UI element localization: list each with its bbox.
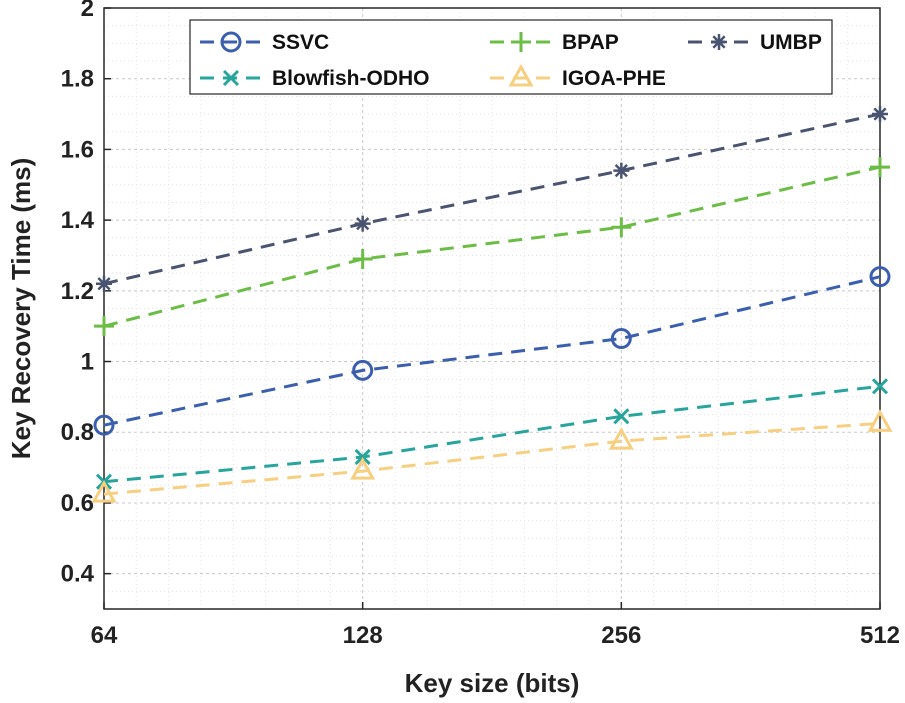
legend-marker	[222, 69, 240, 87]
data-point-igoa-phe	[350, 457, 376, 480]
series-group	[91, 106, 893, 503]
data-point-umbp	[613, 162, 630, 179]
legend-label: Blowfish-ODHO	[272, 67, 430, 90]
data-point-bpap	[611, 217, 632, 238]
marker-shape	[352, 249, 373, 270]
legend-label: UMBP	[760, 31, 822, 54]
legend-item-blowfish-odho: Blowfish-ODHO	[200, 67, 430, 90]
x-tick-label: 256	[601, 622, 641, 649]
data-point-igoa-phe	[91, 480, 117, 503]
legend-marker	[508, 63, 534, 87]
plot-area	[103, 7, 881, 610]
marker-shape	[613, 408, 630, 425]
marker-shape	[91, 480, 117, 503]
marker-shape	[870, 157, 890, 178]
marker-shape	[610, 328, 632, 350]
data-point-ssvc	[610, 328, 632, 350]
x-tick-label: 64	[91, 622, 118, 649]
marker-shape	[608, 426, 634, 450]
series-line-blowfish-odho	[103, 384, 881, 484]
data-point-umbp	[96, 275, 112, 292]
y-tick-label: 0.8	[61, 419, 94, 446]
data-point-igoa-phe	[867, 409, 893, 432]
y-tick-label: 2	[81, 0, 94, 22]
data-point-ssvc	[352, 359, 374, 381]
y-tick-label: 1.2	[61, 278, 94, 305]
legend-item-umbp: UMBP	[688, 31, 822, 54]
y-tick-label: 1	[81, 349, 94, 376]
legend-marker	[511, 32, 531, 52]
legend-label: BPAP	[562, 31, 619, 54]
marker-shape	[611, 217, 632, 238]
marker-shape	[871, 378, 889, 395]
legend-item-igoa-phe: IGOA-PHE	[490, 63, 666, 90]
y-tick-label: 0.6	[61, 490, 94, 517]
marker-shape	[94, 316, 114, 337]
marker-shape	[222, 69, 240, 87]
series-line-igoa-phe	[103, 421, 881, 496]
x-tick-label: 512	[860, 622, 900, 649]
legend-marker	[711, 34, 727, 50]
marker-shape	[354, 215, 371, 232]
data-point-blowfish-odho	[871, 378, 889, 395]
marker-shape	[508, 63, 534, 87]
data-point-ssvc	[93, 414, 115, 436]
marker-shape	[220, 31, 242, 53]
data-point-blowfish-odho	[354, 448, 371, 466]
series-line-ssvc	[103, 275, 881, 427]
data-point-bpap	[352, 249, 373, 270]
marker-shape	[872, 106, 888, 123]
legend-box	[189, 19, 833, 95]
marker-shape	[352, 359, 374, 381]
y-tick-label: 1.4	[61, 207, 95, 234]
legend-label: IGOA-PHE	[562, 67, 666, 90]
legend-label: SSVC	[272, 31, 329, 54]
series-line-umbp	[103, 112, 881, 286]
y-tick-label: 1.6	[61, 136, 94, 163]
data-point-ssvc	[869, 266, 891, 288]
data-point-bpap	[94, 316, 114, 337]
x-axis-label: Key size (bits)	[405, 668, 580, 698]
x-tick-label: 128	[343, 622, 383, 649]
y-tick-label: 0.4	[61, 561, 95, 588]
data-point-umbp	[354, 215, 371, 232]
marker-shape	[350, 457, 376, 480]
axis-ticks: 0.4 0.6 0.8 1 1.2 1.4 1.6 1.8 2 64 128 256 512	[61, 0, 900, 649]
y-tick-label: 1.8	[61, 66, 94, 93]
marker-shape	[96, 275, 112, 292]
data-point-igoa-phe	[608, 426, 634, 450]
y-axis-label: Key Recovery Time (ms)	[6, 158, 36, 460]
marker-shape	[867, 409, 893, 432]
marker-shape	[869, 266, 891, 288]
data-point-bpap	[870, 157, 890, 178]
data-point-blowfish-odho	[613, 408, 630, 425]
legend-item-ssvc: SSVC	[200, 31, 329, 54]
marker-shape	[613, 162, 630, 179]
marker-shape	[93, 414, 115, 436]
marker-shape	[711, 34, 727, 50]
marker-shape	[354, 448, 371, 466]
legend-marker	[220, 31, 242, 53]
data-point-umbp	[872, 106, 888, 123]
legend: SSVC BPAP UMBP Blowfish-ODHO IGOA-PHE	[189, 19, 833, 95]
grid	[103, 7, 881, 610]
series-line-bpap	[103, 165, 881, 328]
marker-shape	[511, 32, 531, 52]
legend-item-bpap: BPAP	[490, 31, 619, 54]
